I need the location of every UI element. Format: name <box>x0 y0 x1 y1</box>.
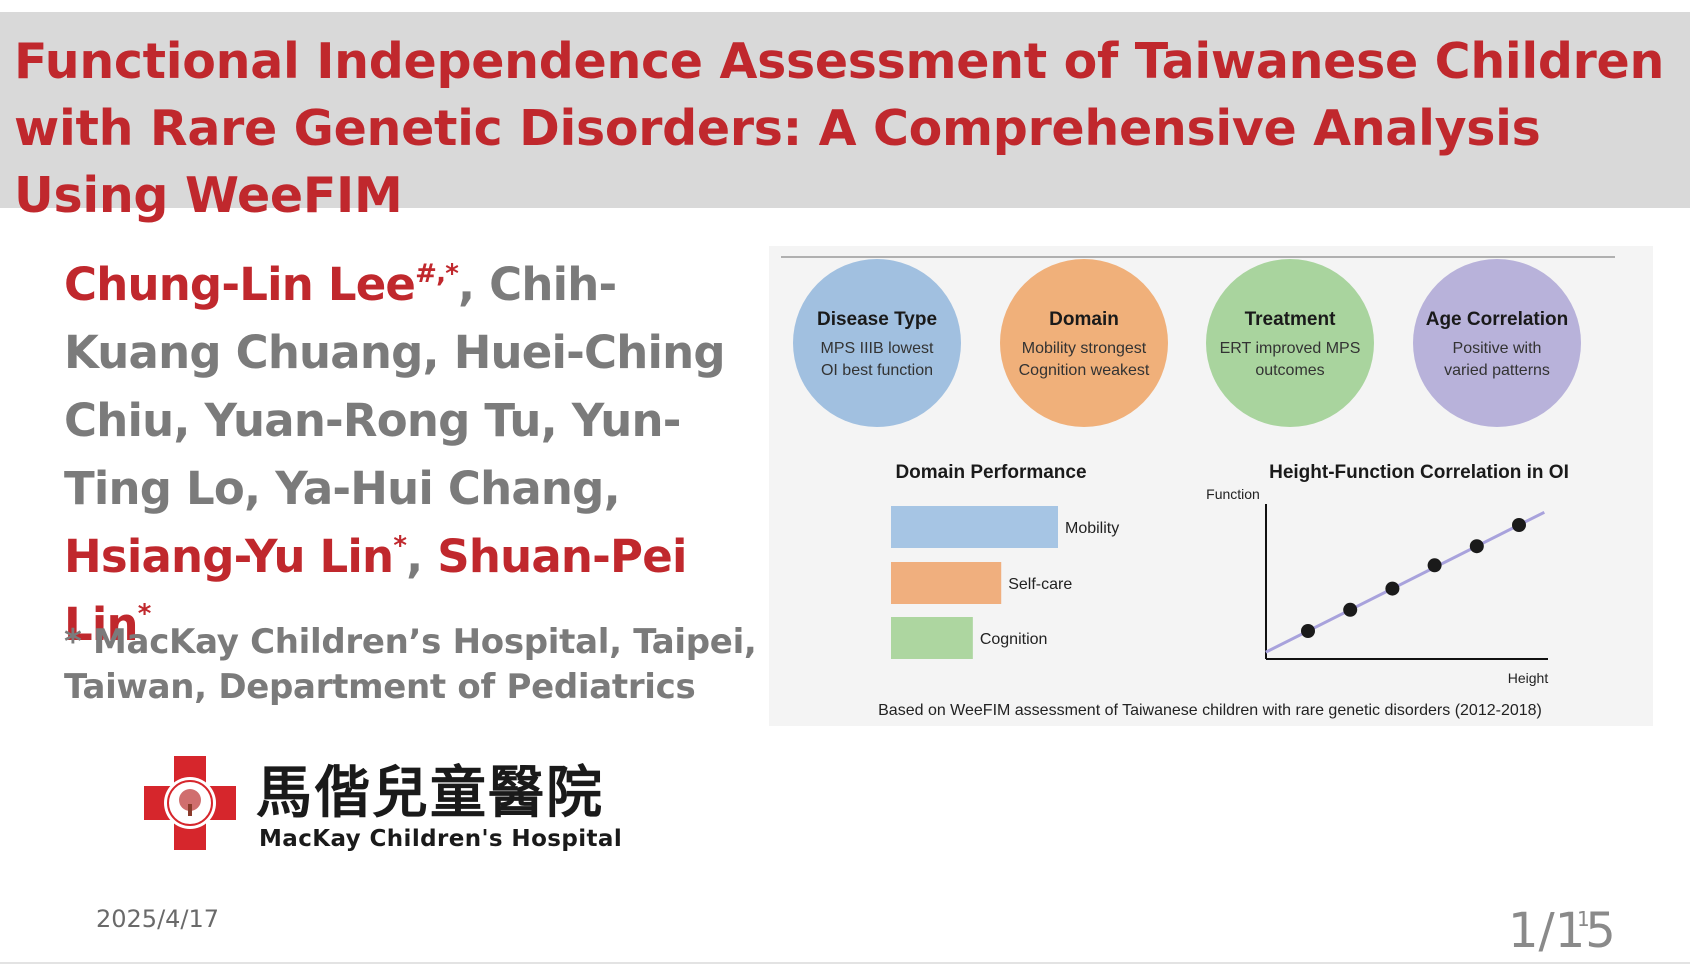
scatter-point <box>1385 581 1400 596</box>
x-axis-label: Height <box>1508 670 1549 686</box>
author-separator: , <box>603 462 621 515</box>
scatter-point <box>1469 539 1484 554</box>
finding-circles: Disease Type MPS IIIB lowest OI best funct… <box>793 259 1581 427</box>
circle-title: Age Correlation <box>1426 309 1569 330</box>
red-cross-emblem-icon <box>144 756 236 850</box>
y-axis-label: Function <box>1206 486 1260 502</box>
logo-chinese-text: 馬偕兒童醫院 <box>256 760 604 826</box>
author-list: Chung-Lin Lee#,*, Chih-Kuang Chuang, Hue… <box>64 251 764 659</box>
scatter-point <box>1343 602 1358 617</box>
slide-page-small: 1 <box>1577 907 1590 931</box>
author-name: Yun-Ting Lo <box>64 394 681 515</box>
author-name: Chung-Lin Lee <box>64 258 416 311</box>
author-mark: #,* <box>415 259 459 289</box>
bottom-divider <box>0 962 1690 964</box>
author-separator: , <box>422 326 454 379</box>
circle-line-1: Positive with <box>1453 340 1542 357</box>
circle-shape <box>793 259 961 427</box>
finding-circle: Age Correlation Positive with varied patte… <box>1413 259 1581 427</box>
summary-figure: Disease Type MPS IIIB lowest OI best funct… <box>769 246 1653 726</box>
circle-line-1: ERT improved MPS <box>1220 340 1361 357</box>
finding-circle: Treatment ERT improved MPS outcomes <box>1206 259 1374 427</box>
circle-shape <box>1000 259 1168 427</box>
domain-performance-chart: Domain Performance Mobility Self-care Cogni… <box>891 462 1119 659</box>
circle-line-2: Cognition weakest <box>1019 362 1150 379</box>
circle-title: Domain <box>1049 309 1119 330</box>
bar-mobility <box>891 506 1058 548</box>
scatter-point <box>1301 624 1315 638</box>
circle-title: Treatment <box>1245 309 1336 330</box>
bar-cognition <box>891 617 973 659</box>
author-mark: * <box>393 531 407 561</box>
hospital-logo: 馬偕兒童醫院 MacKay Children's Hospital <box>144 756 624 856</box>
circle-shape <box>1413 259 1581 427</box>
bar-label: Mobility <box>1065 520 1119 537</box>
title-band: Functional Independence Assessment of Ta… <box>0 12 1690 224</box>
height-function-chart: Height-Function Correlation in OI Functio… <box>1206 462 1569 686</box>
slide-title: Functional Independence Assessment of Ta… <box>14 33 1665 224</box>
author-name: Chih-Kuang Chuang <box>64 258 617 379</box>
scatter-point <box>1512 518 1526 532</box>
author-name: Ya-Hui Chang <box>275 462 604 515</box>
finding-circle: Disease Type MPS IIIB lowest OI best funct… <box>793 259 961 427</box>
author-mark: * <box>137 599 152 629</box>
author-separator: , <box>458 258 490 311</box>
author-separator: , <box>540 394 572 447</box>
circle-title: Disease Type <box>817 309 937 330</box>
figure-footer: Based on WeeFIM assessment of Taiwanese … <box>878 702 1542 719</box>
circle-line-1: MPS IIIB lowest <box>821 340 934 357</box>
author-separator: , <box>244 462 276 515</box>
circle-line-2: outcomes <box>1255 362 1324 379</box>
circle-line-2: varied patterns <box>1444 362 1550 379</box>
circle-line-2: OI best function <box>821 362 933 379</box>
author-separator: , <box>406 530 438 583</box>
slide-date: 2025/4/17 <box>96 905 220 933</box>
slide-page-number: 1/15 <box>1508 903 1616 959</box>
finding-circle: Domain Mobility strongest Cognition weakes… <box>1000 259 1168 427</box>
scatter-chart-title: Height-Function Correlation in OI <box>1269 462 1569 483</box>
scatter-point <box>1427 558 1442 573</box>
logo-english-text: MacKay Children's Hospital <box>259 826 623 852</box>
affiliation: * MacKay Children’s Hospital, Taipei, Ta… <box>64 622 757 707</box>
bar-label: Self-care <box>1008 576 1072 593</box>
bar-self-care <box>891 562 1002 604</box>
bar-chart-title: Domain Performance <box>895 462 1086 483</box>
circle-line-1: Mobility strongest <box>1022 340 1147 357</box>
circle-shape <box>1206 259 1374 427</box>
bar-label: Cognition <box>980 631 1048 648</box>
author-separator: , <box>173 394 205 447</box>
author-name: Hsiang-Yu Lin <box>64 530 394 583</box>
author-name: Yuan-Rong Tu <box>204 394 542 447</box>
author-name: Shuan-Pei Lin <box>64 530 687 651</box>
author-name: Huei-Ching Chiu <box>64 326 726 447</box>
